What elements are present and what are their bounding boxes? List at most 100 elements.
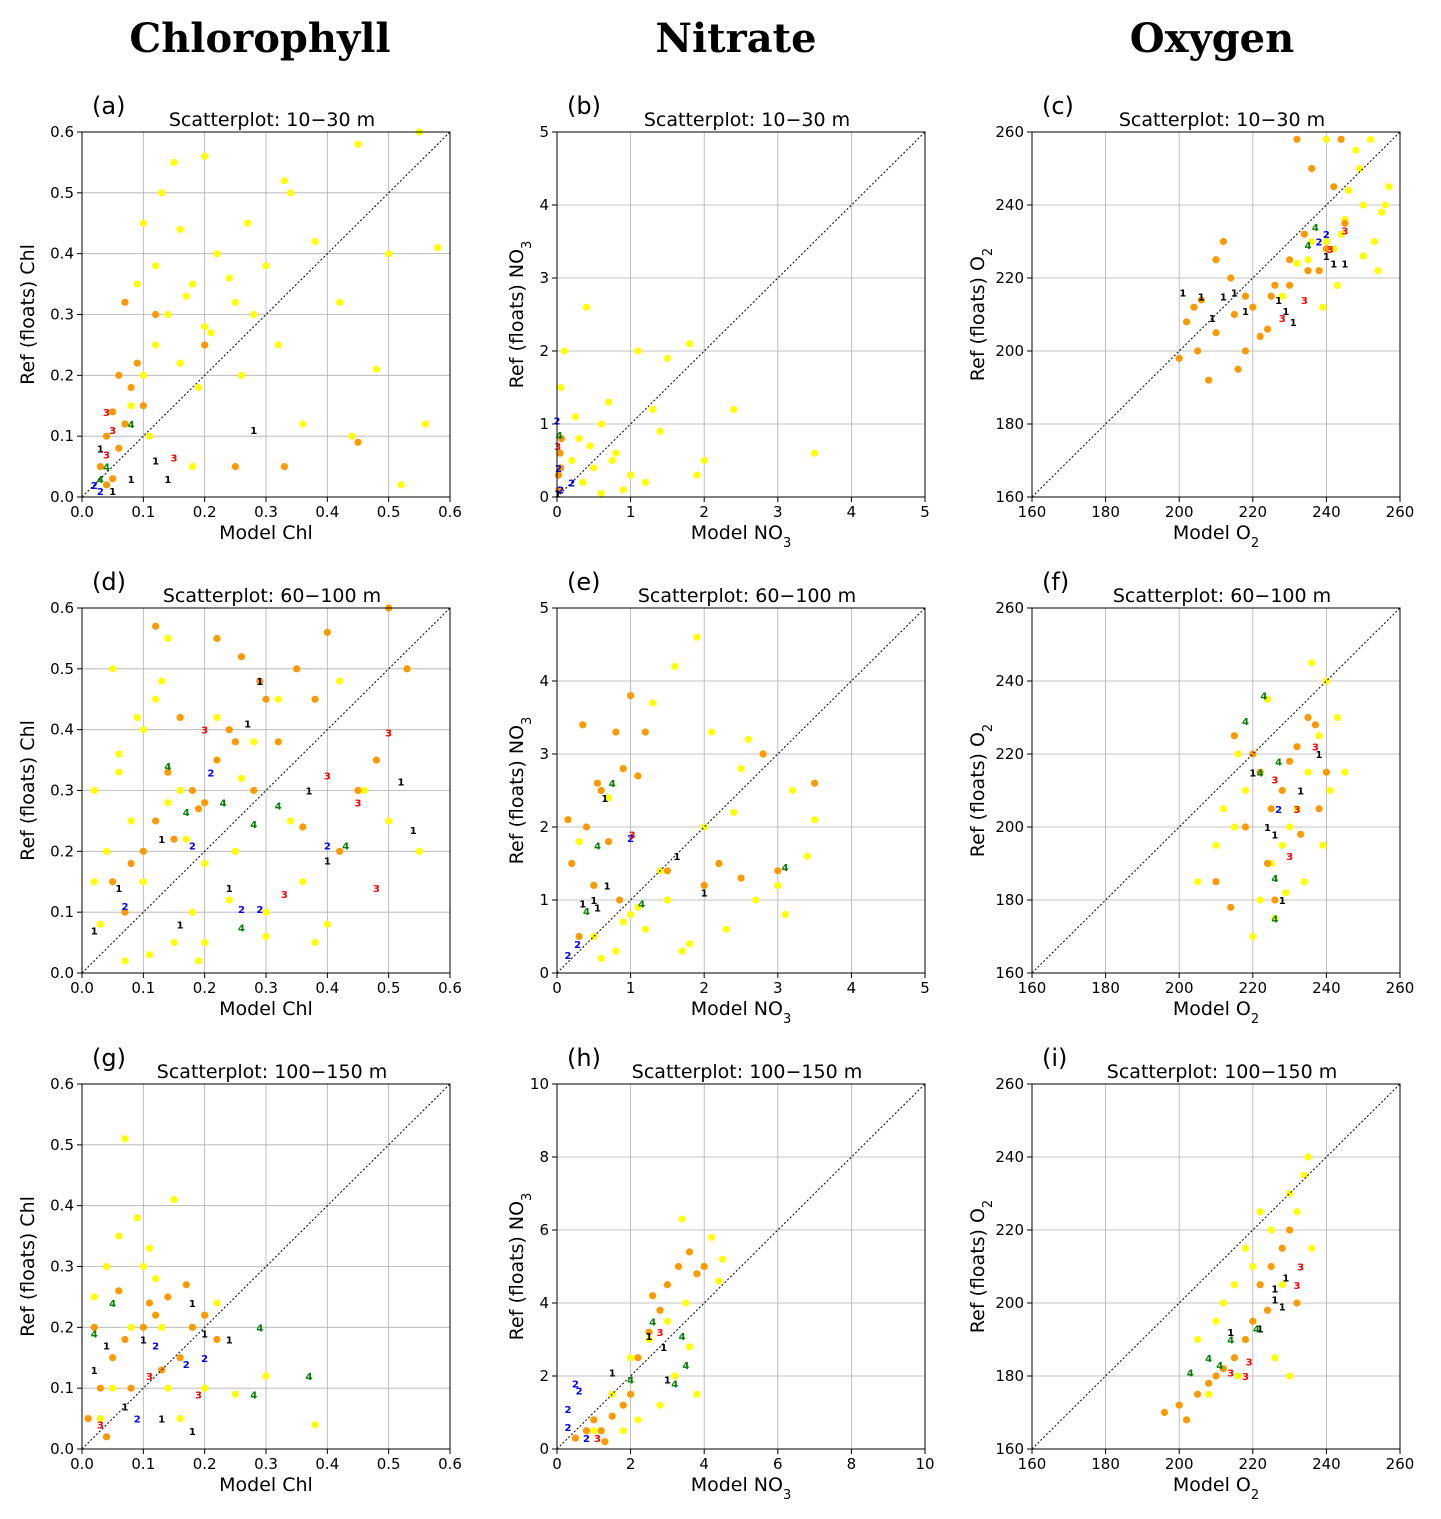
orange-point [1241, 1335, 1250, 1344]
panel-f: 160 180 200 220 240 2601601802002202402601111… [967, 568, 1414, 1027]
orange-point [1304, 267, 1312, 275]
orange-point [556, 449, 564, 457]
y-tick-label: 0.6 [50, 123, 74, 141]
y-tick-label: 260 [995, 599, 1024, 617]
orange-point [715, 859, 723, 868]
yellow-point [645, 1335, 653, 1344]
x-tick-label: 0.0 [70, 979, 94, 997]
yellow-point [90, 1293, 98, 1301]
orange-point [1341, 219, 1349, 227]
orange-point [619, 1401, 627, 1409]
yellow-point [693, 1390, 701, 1398]
yellow-point [586, 442, 594, 450]
flag-label: 3 [281, 890, 288, 901]
orange-point [590, 881, 598, 890]
yellow-point [133, 713, 141, 722]
yellow-point [115, 768, 123, 776]
yellow-point [286, 817, 295, 825]
plot-frame [556, 607, 926, 974]
x-tick-label: 0.6 [438, 503, 462, 521]
yellow-point [152, 262, 160, 270]
y-tick-label: 6 [539, 1221, 549, 1239]
orange-point [1182, 318, 1191, 326]
x-tick-label: 3 [773, 979, 783, 997]
flag-label: 1 [305, 787, 312, 798]
flag-label: 1 [554, 489, 561, 500]
y-tick-label: 160 [995, 1440, 1024, 1458]
orange-point [115, 444, 123, 452]
x-tick-label: 200 [1165, 503, 1194, 521]
y-tick-label: 8 [539, 1148, 549, 1166]
orange-point [1249, 750, 1257, 758]
flag-label: 1 [601, 794, 608, 805]
x-tick-label: 220 [1238, 979, 1267, 997]
flag-label: 1 [1341, 259, 1348, 270]
orange-point [1230, 310, 1238, 319]
yellow-point [1256, 1208, 1264, 1216]
flag-label: 2 [256, 905, 263, 916]
orange-point [1241, 347, 1250, 355]
yellow-point [139, 1262, 147, 1271]
y-tick-label: 220 [995, 1221, 1024, 1239]
y-axis-label: Ref (floats) Chl [17, 720, 39, 861]
yellow-point [262, 908, 270, 916]
panel-letter: (d) [92, 568, 126, 596]
orange-point [557, 435, 566, 443]
y-tick-label: 240 [995, 672, 1024, 690]
yellow-point [590, 464, 598, 472]
yellow-point [575, 838, 583, 846]
x-tick-label: 0.6 [438, 979, 462, 997]
orange-point [685, 1248, 694, 1256]
yellow-point [1330, 245, 1338, 253]
orange-point [1256, 1281, 1264, 1289]
x-tick-label: 4 [847, 503, 857, 521]
y-tick-label: 0.6 [50, 1075, 74, 1093]
flag-label: 4 [97, 475, 104, 486]
orange-point [1205, 1379, 1213, 1387]
orange-point [1315, 805, 1323, 813]
flag-label: 3 [1286, 852, 1293, 863]
y-tick-label: 0.2 [50, 366, 74, 384]
yellow-point [641, 478, 649, 486]
x-tick-label: 6 [773, 1455, 783, 1473]
panel-letter: (h) [567, 1044, 601, 1072]
y-tick-label: 0.4 [50, 721, 74, 739]
flag-label: 1 [324, 856, 331, 867]
y-tick-label: 4 [539, 1294, 549, 1312]
flag-label: 2 [134, 1415, 141, 1426]
yellow-point [1315, 732, 1323, 740]
column-title-nitrate: Nitrate [655, 15, 816, 62]
panel-g: 0.0 0.1 0.2 0.3 0.4 0.5 0.6 0.0 0.1 0.2 0.3 0.4 0.5 0… [17, 1044, 462, 1496]
orange-point [590, 1416, 598, 1424]
orange-point [634, 772, 642, 780]
orange-point [1230, 732, 1238, 740]
yellow-point [811, 816, 819, 824]
yellow-point [225, 274, 233, 282]
x-axis-label: Model O2 [1173, 1474, 1259, 1503]
x-tick-label: 260 [1386, 979, 1415, 997]
y-tick-label: 1 [539, 891, 549, 909]
flag-label: 4 [91, 1329, 98, 1340]
orange-point [250, 786, 258, 795]
orange-point [663, 1281, 672, 1289]
yellow-point [336, 298, 344, 306]
orange-point [1241, 823, 1250, 831]
yellow-point [693, 471, 701, 479]
flag-label: 3 [171, 453, 178, 464]
yellow-point [1271, 1354, 1279, 1362]
orange-point [336, 847, 344, 855]
y-tick-label: 0.0 [50, 1440, 74, 1458]
y-axis-label: Ref (floats) Chl [17, 1196, 39, 1337]
plot-frame [81, 607, 451, 974]
orange-point [1249, 1317, 1257, 1325]
yellow-point [700, 456, 708, 465]
orange-point [194, 805, 203, 813]
yellow-point [1381, 201, 1389, 209]
yellow-point [1230, 1281, 1238, 1289]
flag-label: 1 [201, 1329, 208, 1340]
orange-point [115, 1287, 123, 1295]
yellow-point [1337, 230, 1345, 238]
x-tick-label: 0 [552, 979, 562, 997]
